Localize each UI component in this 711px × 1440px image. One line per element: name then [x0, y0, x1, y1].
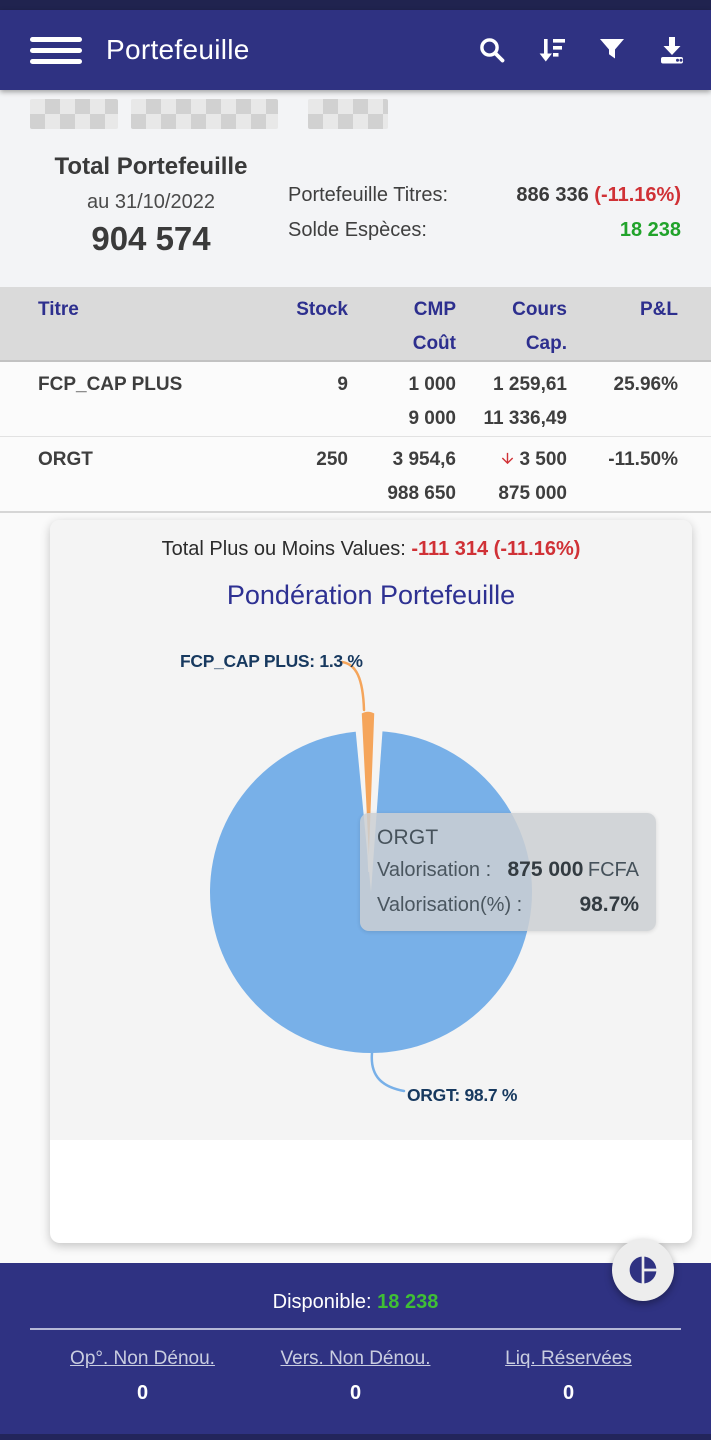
op-non-denou-value: 0 [136, 1382, 149, 1404]
divider [30, 1328, 681, 1330]
especes-row: Solde Espèces: 18 238 [288, 219, 695, 242]
cours-value: 3 500 [456, 449, 567, 473]
stock-value: 250 [316, 449, 348, 470]
link-op-non-denou[interactable]: Op°. Non Dénou. [70, 1348, 215, 1369]
pie-chart: Total Plus ou Moins Values: -111 314 (-1… [50, 520, 692, 1140]
tooltip-valorisation-label: Valorisation : [377, 859, 492, 881]
table-row-fcp-cap-plus[interactable]: FCP_CAP PLUS 9 1 000 1 259,61 25.96% 9 0… [0, 362, 711, 437]
leader-line-fcp [340, 660, 366, 712]
especes-value: 18 238 [619, 219, 681, 241]
chart-type-fab[interactable] [612, 1239, 674, 1301]
titres-delta: (-11.16%) [594, 184, 681, 206]
portfolio-summary: Total Portefeuille au 31/10/2022 904 574… [0, 90, 711, 287]
download-icon[interactable] [655, 33, 689, 67]
bottom-bar: Disponible: 18 238 Op°. Non Dénou. 0 Ver… [0, 1263, 711, 1440]
tooltip-title: ORGT [377, 826, 439, 849]
liq-reservees-value: 0 [562, 1382, 575, 1404]
valuation-date: au 31/10/2022 [87, 191, 215, 213]
cmp-value: 1 000 [408, 374, 456, 395]
pie-slice-fcp-cap-plus[interactable] [360, 710, 376, 873]
disponible-value: 18 238 [377, 1291, 439, 1313]
filter-icon[interactable] [595, 33, 629, 67]
total-plus-moins-value: -111 314 (-11.16%) [411, 538, 581, 560]
holdings-table-header: Titre Stock CMP Cours P&L Coût Cap. [0, 287, 711, 362]
total-portfolio-value: 904 574 [91, 220, 211, 257]
titres-label: Portefeuille Titres: [288, 184, 449, 206]
cap-value: 11 336,49 [483, 408, 567, 429]
cours-value: 1 259,61 [493, 374, 567, 395]
redacted-account-info [308, 99, 388, 129]
disponible-label: Disponible: [272, 1291, 372, 1313]
col-pnl: P&L [640, 299, 678, 320]
table-row-orgt[interactable]: ORGT 250 3 954,6 3 500 -11.50% 988 650 8… [0, 437, 711, 513]
especes-label: Solde Espèces: [288, 219, 427, 241]
vers-non-denou-value: 0 [349, 1382, 362, 1404]
cmp-value: 3 954,6 [392, 449, 456, 470]
col-cap: Cap. [525, 333, 567, 354]
pnl-value: -11.50% [608, 449, 678, 470]
col-cours: Cours [512, 299, 567, 320]
total-plus-moins-label: Total Plus ou Moins Values: [161, 538, 406, 560]
cout-value: 9 000 [408, 408, 456, 429]
col-titre: Titre [38, 299, 79, 320]
tooltip-valorisation-value: 875 000 FCFA [507, 858, 640, 881]
app-bar: Portefeuille [0, 10, 711, 90]
cap-value: 875 000 [498, 483, 567, 504]
status-bar [0, 0, 711, 10]
total-plus-moins-line: Total Plus ou Moins Values: -111 314 (-1… [50, 538, 692, 561]
titre-value: FCP_CAP PLUS [38, 374, 183, 395]
pnl-value: 25.96% [613, 374, 678, 395]
cout-value: 988 650 [387, 483, 456, 504]
col-cout: Coût [412, 333, 456, 354]
col-stock: Stock [296, 299, 348, 320]
tooltip-pct-value: 98.7% [579, 893, 639, 916]
chart-title: Pondération Portefeuille [226, 580, 516, 610]
link-vers-non-denou[interactable]: Vers. Non Dénou. [280, 1348, 431, 1369]
page-title: Portefeuille [106, 34, 250, 65]
disponible-line: Disponible: 18 238 [0, 1263, 711, 1314]
slice-label-fcp: FCP_CAP PLUS: 1.3 % [180, 651, 363, 671]
col-cmp: CMP [413, 299, 456, 320]
titre-value: ORGT [38, 449, 93, 470]
menu-icon[interactable] [30, 31, 82, 70]
leader-line-orgt [370, 1051, 406, 1093]
chart-card: Total Plus ou Moins Values: -111 314 (-1… [50, 520, 692, 1243]
slice-label-orgt: ORGT: 98.7 % [407, 1085, 518, 1105]
pie-chart-icon [629, 1256, 657, 1284]
nav-strip [0, 1434, 711, 1440]
titres-row: Portefeuille Titres: 886 336 (-11.16%) [288, 184, 695, 207]
search-icon[interactable] [475, 33, 509, 67]
sort-icon[interactable] [535, 33, 569, 67]
link-liq-reservees[interactable]: Liq. Réservées [505, 1348, 632, 1369]
chart-tooltip: ORGT Valorisation : 875 000 FCFA Valoris… [360, 813, 656, 931]
arrow-down-icon [499, 450, 516, 473]
titres-value: 886 336 [516, 184, 589, 206]
tooltip-pct-label: Valorisation(%) : [377, 894, 523, 916]
total-portfolio-title: Total Portefeuille [54, 153, 248, 180]
redacted-account-info [131, 99, 278, 129]
stock-value: 9 [337, 374, 348, 395]
redacted-account-info [30, 99, 118, 129]
